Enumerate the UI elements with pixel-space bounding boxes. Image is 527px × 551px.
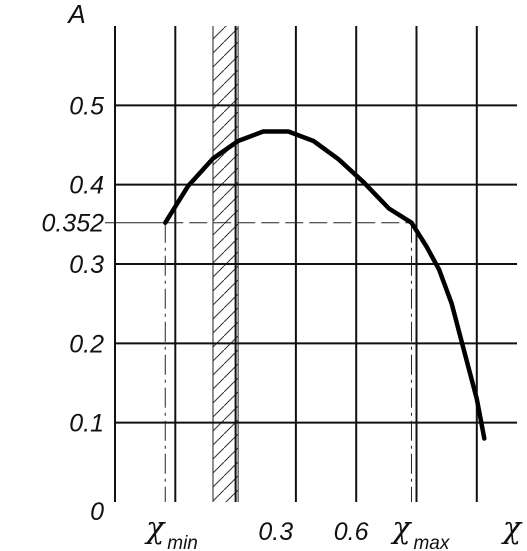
y-tick-label: 0 (90, 498, 104, 526)
chi-max-label: χ (390, 511, 412, 546)
y-tick-label: 0.2 (69, 330, 104, 358)
chi-min-label: χ (144, 511, 166, 546)
x-tick-label: 0.6 (334, 518, 369, 546)
y-tick-label: 0.1 (69, 410, 104, 438)
y-tick-label: 0.5 (69, 92, 104, 120)
chi-min-label-subscript: min (167, 533, 198, 551)
chi-max-label-subscript: max (413, 533, 450, 551)
x-axis-label: χ (501, 511, 523, 546)
y-axis-label: A (66, 0, 85, 29)
x-tick-label: 0.3 (258, 518, 293, 546)
y-tick-label: 0.4 (69, 172, 104, 200)
y-tick-label: 0.3 (69, 251, 104, 279)
y-tick-label: 0.352 (41, 210, 104, 238)
curve-A (163, 129, 487, 441)
